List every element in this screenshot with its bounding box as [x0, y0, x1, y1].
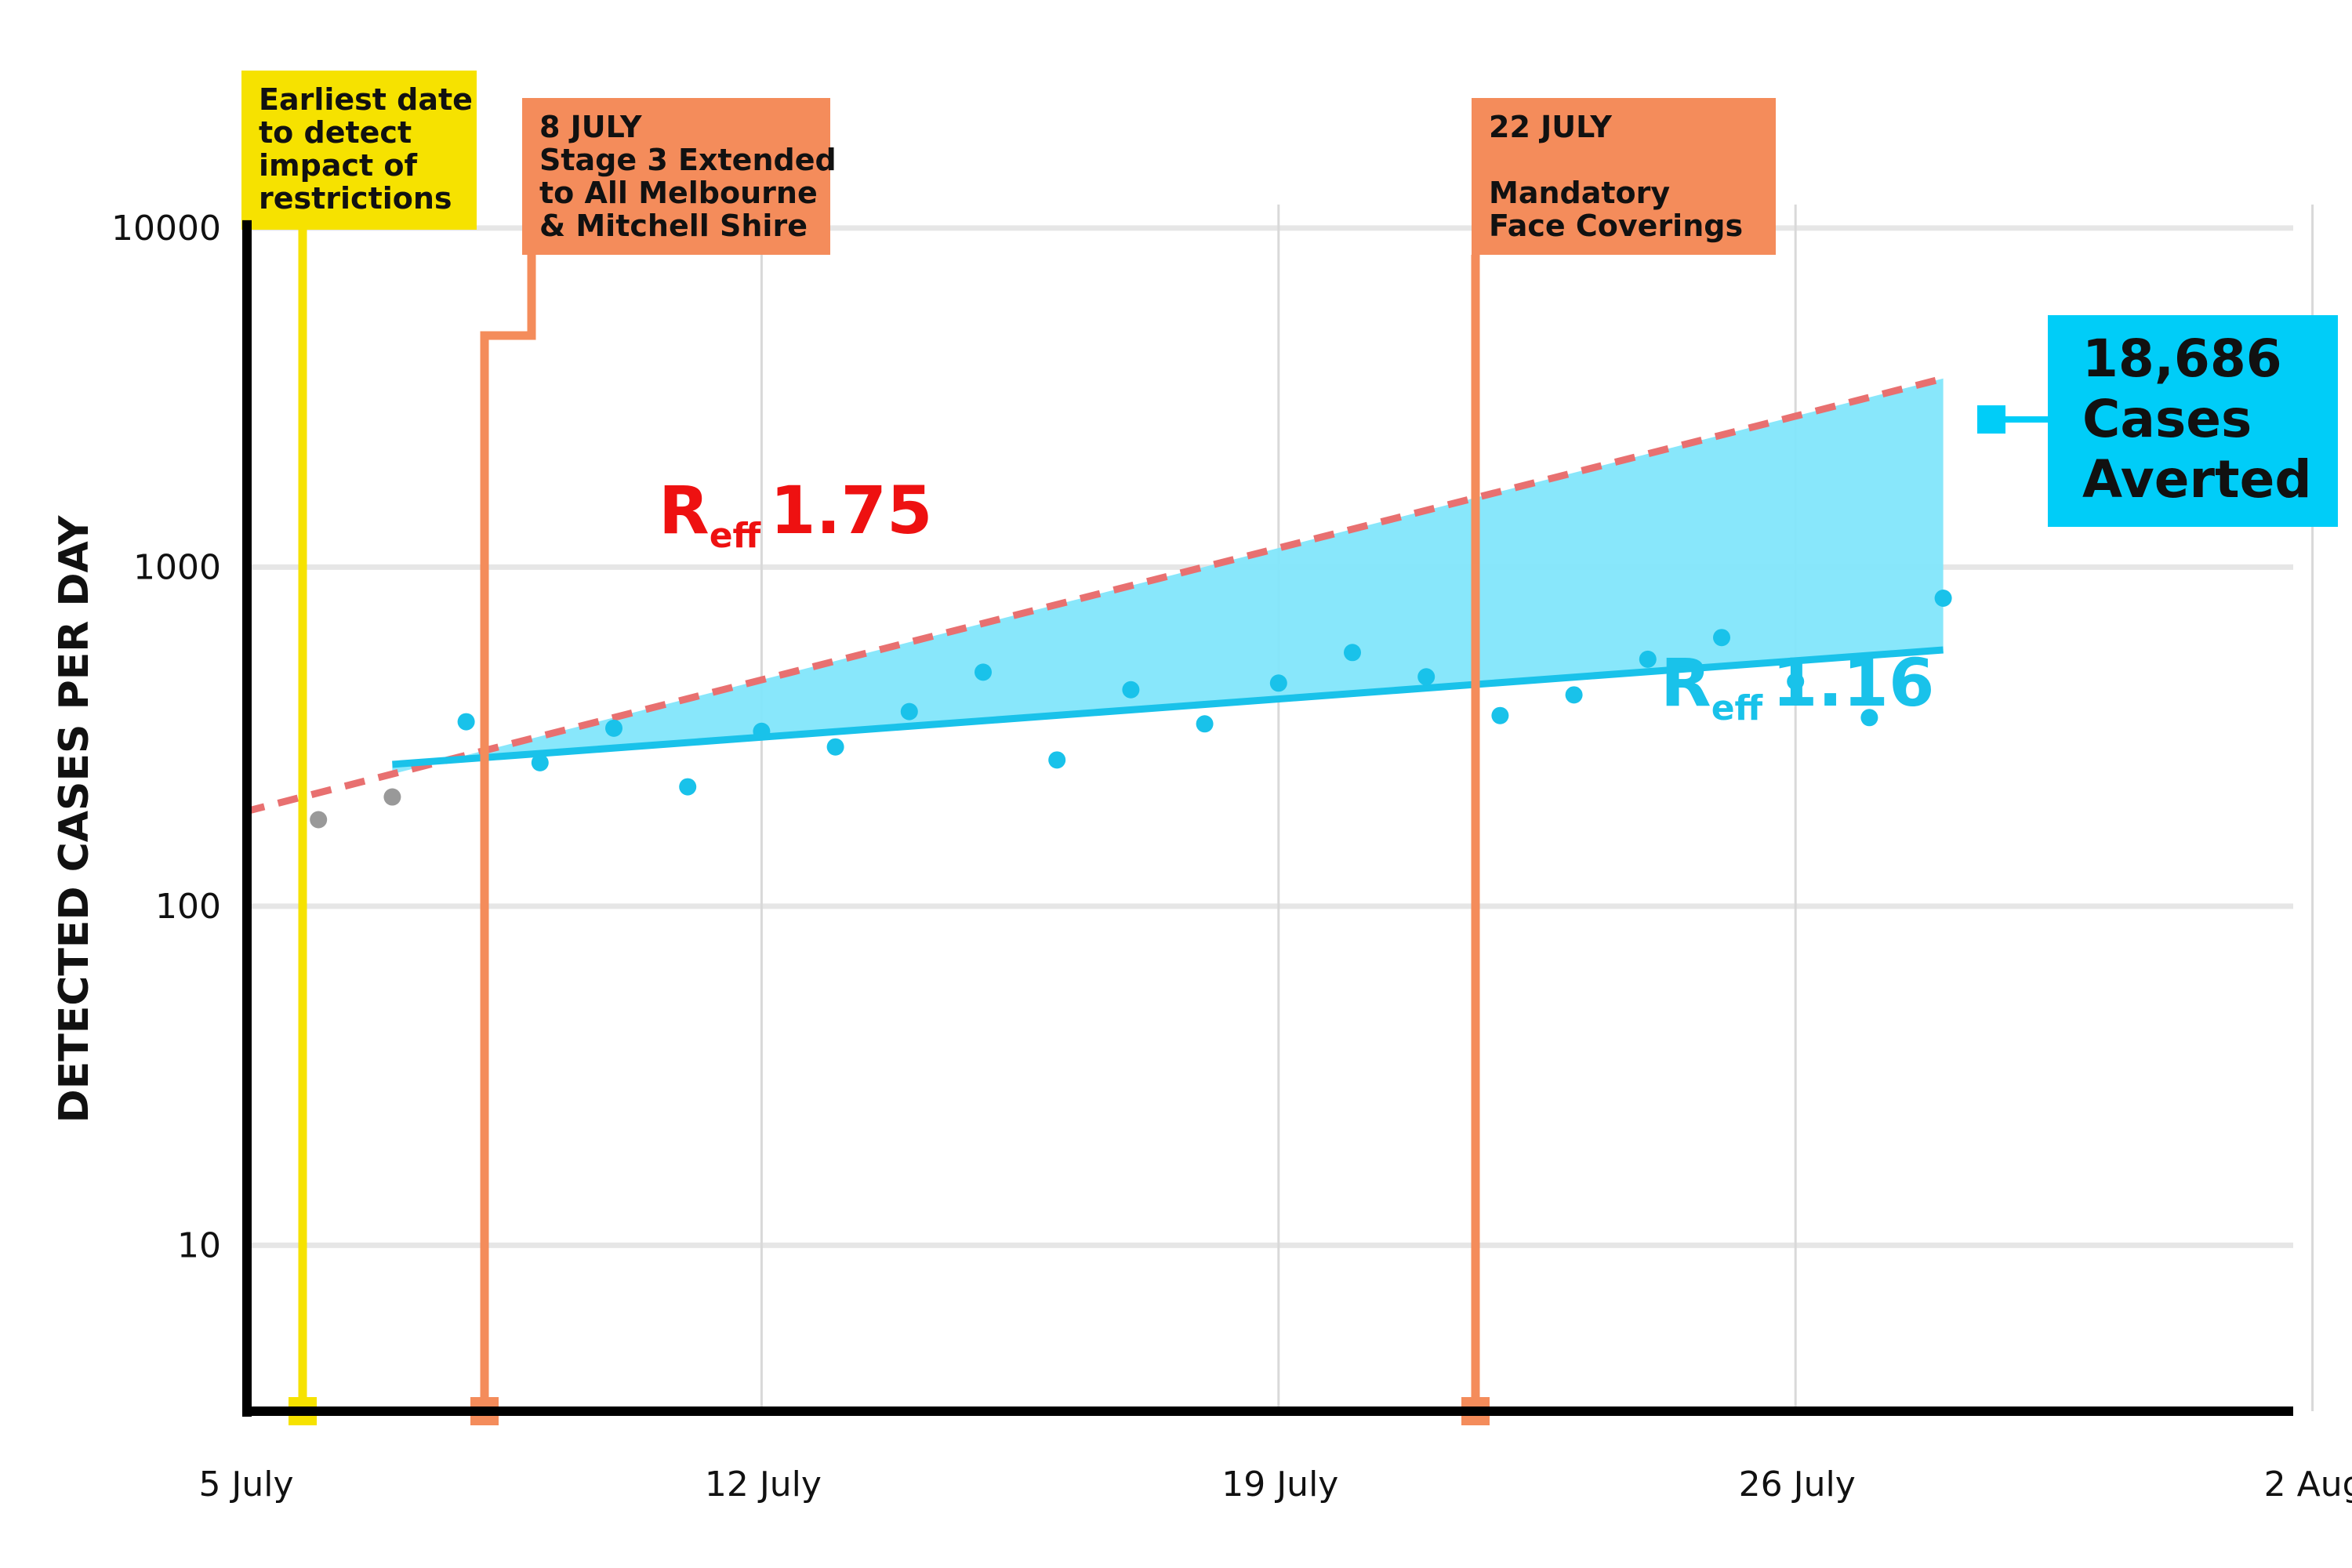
- event-label: Face Coverings: [1489, 209, 1743, 243]
- event-label: Earliest date: [259, 82, 473, 117]
- event-label: Mandatory: [1489, 176, 1670, 210]
- event-label: to All Melbourne: [539, 176, 818, 210]
- event-line: [480, 255, 536, 1411]
- event-label: to detect: [259, 115, 412, 150]
- fit-line-reff-1-16: [392, 646, 1944, 768]
- data-point: [383, 788, 401, 806]
- event-label: 22 JULY: [1489, 110, 1612, 144]
- data-point: [1565, 686, 1583, 704]
- data-point: [1344, 644, 1361, 662]
- x-tick-label: 26 July: [1739, 1465, 1856, 1504]
- fit-lines: [243, 375, 1944, 815]
- y-axis-label: DETECTED CASES PER DAY: [51, 514, 98, 1123]
- event-label: impact of: [259, 148, 417, 183]
- data-point: [1787, 673, 1805, 691]
- grid: [247, 204, 2314, 1411]
- event-box: [1472, 98, 1776, 255]
- data-points: [310, 589, 1952, 829]
- y-tick-label: 1000: [133, 547, 221, 587]
- data-point: [1196, 715, 1214, 733]
- x-tick-label: 5 July: [198, 1465, 293, 1504]
- callout-text: Averted: [2082, 449, 2312, 510]
- x-tick-label: 2 Aug: [2264, 1465, 2352, 1504]
- event-label: Stage 3 Extended: [539, 143, 837, 177]
- data-point: [1048, 751, 1066, 769]
- callout-text: Cases: [2082, 389, 2252, 449]
- reff-label: Reff 1.16: [1661, 644, 1934, 728]
- data-point: [531, 753, 549, 771]
- data-point: [1713, 629, 1730, 647]
- data-point: [753, 722, 771, 740]
- data-point: [605, 719, 622, 737]
- data-point: [1491, 706, 1509, 724]
- data-point: [1122, 681, 1140, 699]
- data-point: [1639, 650, 1657, 668]
- tick-labels: 10 100 1000 10000 5 July 12 July 19 July 26 Jul…: [111, 209, 2352, 1504]
- data-point: [310, 811, 328, 829]
- y-tick-label: 100: [155, 887, 221, 927]
- data-point: [826, 738, 844, 756]
- data-point: [679, 778, 697, 796]
- axes: [242, 220, 2293, 1417]
- y-tick-label: 10000: [111, 209, 221, 249]
- data-point: [457, 713, 475, 731]
- callout-box: [2048, 315, 2338, 527]
- data-point: [975, 663, 992, 681]
- x-tick-label: 19 July: [1221, 1465, 1338, 1504]
- data-point: [900, 702, 918, 720]
- reff-labels: Reff 1.75 Reff 1.16: [659, 472, 1934, 728]
- data-point: [1860, 709, 1878, 727]
- y-tick-label: 10: [177, 1225, 221, 1265]
- event-box: [241, 71, 477, 230]
- fit-line-reff-1-75: [243, 375, 1944, 815]
- x-tick-label: 12 July: [705, 1465, 822, 1504]
- callout-text: 18,686: [2082, 328, 2282, 389]
- data-point: [1269, 674, 1287, 692]
- event-label: 8 JULY: [539, 110, 642, 144]
- event-box: [522, 98, 830, 255]
- event-label: & Mitchell Shire: [539, 209, 808, 243]
- reff-label: Reff 1.75: [659, 472, 932, 556]
- event-label: restrictions: [259, 181, 452, 216]
- callout-marker: [1977, 405, 2005, 434]
- data-point: [1417, 668, 1436, 686]
- data-point: [1934, 589, 1952, 607]
